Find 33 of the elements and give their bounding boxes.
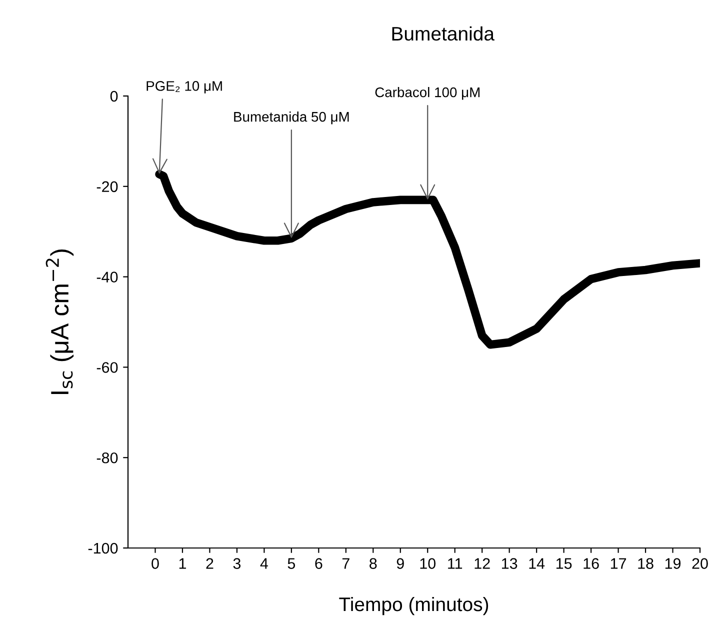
x-tick-label: 18 <box>638 558 654 569</box>
x-tick-label: 1 <box>179 558 186 569</box>
y-axis-title: I$_{sc}$ (μA cm$^{−2}$) <box>46 250 74 394</box>
x-tick-label: 7 <box>342 558 350 569</box>
y-tick-label: -40 <box>96 272 118 282</box>
x-tick-label: 13 <box>502 558 518 569</box>
annotation: PGE₂ 10 μM <box>146 81 222 94</box>
annotation: Bumetanida 50 μM <box>234 112 349 124</box>
x-axis-title: Tiempo (minutos) <box>339 596 488 616</box>
x-tick-label: 16 <box>584 558 599 569</box>
x-tick-label: 0 <box>152 558 159 569</box>
x-tick-label: 6 <box>315 558 322 569</box>
x-tick-label: 10 <box>420 558 436 569</box>
x-tick-label: 17 <box>610 558 626 569</box>
x-tick-label: 11 <box>448 558 462 569</box>
x-tick-label: 19 <box>665 558 681 569</box>
y-tick-label: -80 <box>96 452 118 464</box>
annotation: Carbacol 100 μM <box>375 87 480 100</box>
chart-title: Bumetanida <box>392 26 494 41</box>
x-tick-label: 3 <box>233 558 241 569</box>
x-tick-label: 12 <box>474 558 490 569</box>
x-tick-label: 2 <box>206 558 214 569</box>
x-tick-label: 20 <box>692 558 708 569</box>
x-tick-label: 8 <box>370 558 377 569</box>
x-tick-label: 9 <box>396 558 404 569</box>
x-tick-label: 4 <box>260 558 268 569</box>
x-tick-label: 14 <box>529 558 545 569</box>
y-tick-label: -60 <box>96 362 118 373</box>
x-tick-label: 15 <box>556 558 572 569</box>
x-tick-label: 5 <box>288 558 296 569</box>
y-tick-label: -20 <box>96 181 118 192</box>
y-tick-label: 0 <box>110 90 118 102</box>
y-tick-label: -100 <box>88 542 118 554</box>
